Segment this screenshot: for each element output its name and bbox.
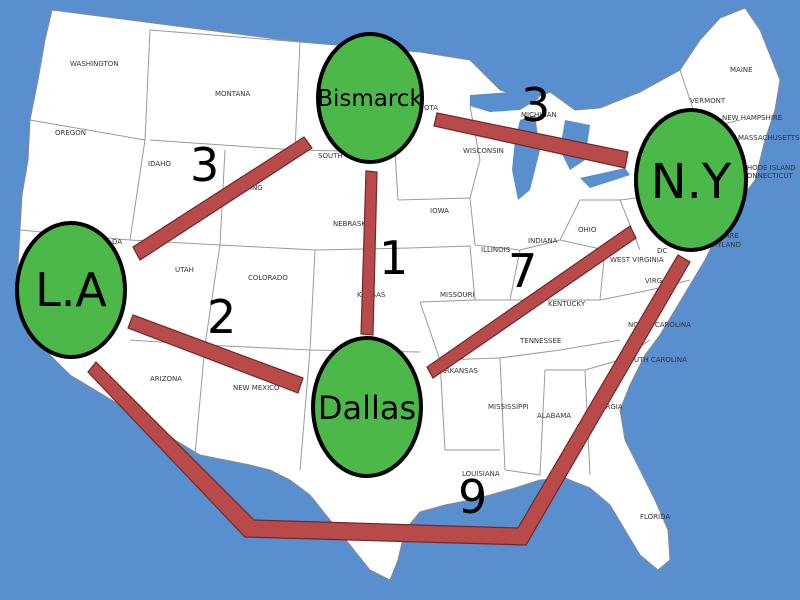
weight-bismarck-ny: 3 bbox=[521, 78, 550, 132]
state-label-tennessee: TENNESSEE bbox=[519, 337, 561, 345]
state-label-new-mexico: NEW MEXICO bbox=[233, 384, 280, 392]
city-circle-ny bbox=[634, 108, 748, 252]
state-label-nevada-fragment: DA bbox=[112, 238, 122, 246]
state-label-colorado: COLORADO bbox=[248, 274, 288, 282]
state-label-arkansas: ARKANSAS bbox=[440, 367, 479, 375]
lake-erie bbox=[580, 168, 630, 188]
route-la-dallas bbox=[127, 314, 304, 394]
city-node-bismarck[interactable]: Bismarck bbox=[316, 32, 424, 164]
routes bbox=[87, 112, 691, 546]
state-label-new-hampshire: NEW HAMPSHIRE bbox=[722, 114, 782, 122]
state-label-connecticut: CONNECTICUT bbox=[742, 172, 794, 180]
state-label-michigan: MICHIGAN bbox=[521, 111, 557, 119]
route-la-bismarck bbox=[132, 136, 313, 261]
state-label-west-virginia: WEST VIRGINIA bbox=[610, 256, 664, 264]
lake-superior bbox=[470, 92, 540, 112]
state-label-dc: DC bbox=[657, 247, 667, 255]
state-label-ohio: OHIO bbox=[578, 226, 597, 234]
state-label-virginia: VIRG bbox=[645, 277, 662, 285]
city-node-dallas[interactable]: Dallas bbox=[311, 336, 423, 478]
route-dallas-ny bbox=[426, 225, 637, 379]
state-label-idaho: IDAHO bbox=[148, 160, 171, 168]
state-label-wisconsin: WISCONSIN bbox=[463, 147, 504, 155]
state-label-maine: MAINE bbox=[730, 66, 753, 74]
state-label-montana: MONTANA bbox=[215, 90, 251, 98]
city-circle-dallas bbox=[311, 336, 423, 478]
state-label-wyoming-fragment: ING bbox=[250, 184, 263, 192]
weight-la-bismarck: 3 bbox=[190, 138, 219, 192]
state-label-maryland: MARYLAND bbox=[702, 241, 741, 249]
state-label-louisiana: LOUISIANA bbox=[462, 470, 500, 478]
state-label-south-dakota: SOUTH bbox=[318, 152, 343, 160]
state-label-illinois: ILLINOIS bbox=[481, 246, 511, 254]
city-circle-bismarck bbox=[316, 32, 424, 164]
city-label-ny: N.Y bbox=[651, 154, 732, 210]
weight-bismarck-dallas: 1 bbox=[379, 231, 408, 285]
route-la-ny bbox=[87, 254, 691, 546]
state-label-missouri: MISSOURI bbox=[440, 291, 475, 299]
city-node-la[interactable]: L.A bbox=[15, 221, 127, 359]
state-label-utah: UTAH bbox=[175, 266, 194, 274]
route-bismarck-dallas bbox=[360, 170, 378, 336]
state-label-massachusetts: MASSACHUSETTS bbox=[738, 134, 800, 142]
city-circle-la bbox=[15, 221, 127, 359]
state-label-rhode-island: RHODE ISLAND bbox=[742, 164, 796, 172]
state-label-indiana: INDIANA bbox=[528, 237, 558, 245]
state-label-vermont: VERMONT bbox=[690, 97, 726, 105]
state-label-iowa: IOWA bbox=[430, 207, 449, 215]
state-label-washington: WASHINGTON bbox=[70, 60, 119, 68]
state-labels: WASHINGTON OREGON IDAHO MONTANA UTAH COL… bbox=[55, 60, 800, 521]
state-label-oregon: OREGON bbox=[55, 129, 86, 137]
state-label-kentucky: KENTUCKY bbox=[548, 300, 586, 308]
city-label-la: L.A bbox=[35, 263, 107, 317]
state-label-dakota-fragment: OTA bbox=[424, 104, 438, 112]
city-node-ny[interactable]: N.Y bbox=[634, 108, 748, 252]
city-label-bismarck: Bismarck bbox=[317, 86, 423, 112]
state-label-florida: FLORIDA bbox=[640, 513, 670, 521]
state-label-georgia: ORGIA bbox=[600, 403, 623, 411]
weight-la-ny: 9 bbox=[458, 470, 487, 524]
edge-weights: 3 2 1 3 7 9 bbox=[190, 78, 550, 524]
city-label-dallas: Dallas bbox=[318, 389, 416, 427]
state-label-arizona: ARIZONA bbox=[150, 375, 182, 383]
state-label-alabama: ALABAMA bbox=[537, 412, 571, 420]
state-label-south-carolina: SOUTH CAROLINA bbox=[624, 356, 687, 364]
route-bismarck-ny bbox=[433, 112, 629, 169]
weight-dallas-ny: 7 bbox=[508, 244, 537, 298]
state-label-mississippi: MISSISSIPPI bbox=[488, 403, 529, 411]
state-label-north-carolina: NORTH CAROLINA bbox=[628, 321, 691, 329]
weight-la-dallas: 2 bbox=[207, 290, 236, 344]
state-label-nebraska: NEBRASKA bbox=[333, 220, 371, 228]
